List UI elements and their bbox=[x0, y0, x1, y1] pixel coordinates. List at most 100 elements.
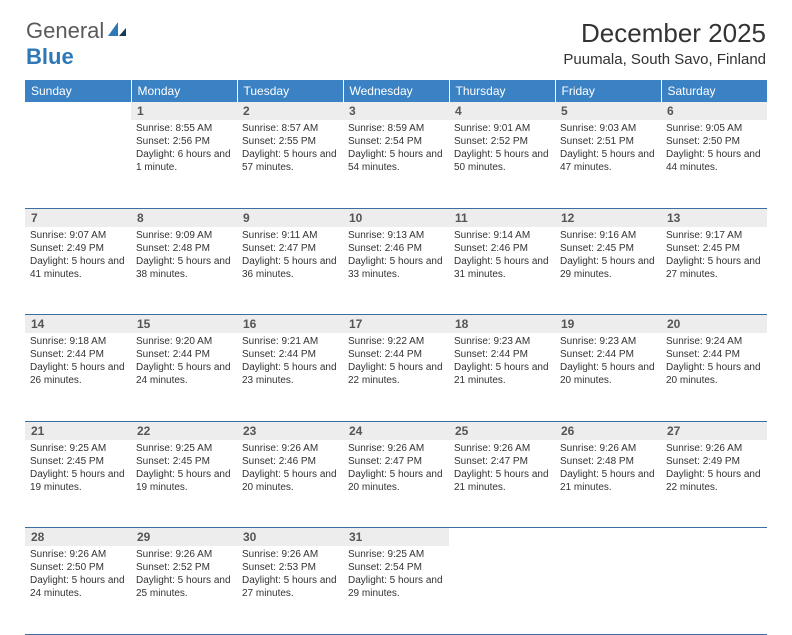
day-data-cell: Sunrise: 9:26 AMSunset: 2:49 PMDaylight:… bbox=[661, 440, 767, 528]
day-data-cell bbox=[661, 546, 767, 634]
daylight-line: Daylight: 5 hours and 31 minutes. bbox=[454, 255, 550, 281]
day-data-cell: Sunrise: 9:26 AMSunset: 2:48 PMDaylight:… bbox=[555, 440, 661, 528]
daylight-line: Daylight: 5 hours and 47 minutes. bbox=[560, 148, 656, 174]
day-data-row: Sunrise: 9:25 AMSunset: 2:45 PMDaylight:… bbox=[25, 440, 767, 528]
sunrise-line: Sunrise: 8:57 AM bbox=[242, 122, 338, 135]
day-number-cell: 20 bbox=[661, 315, 767, 334]
sunrise-line: Sunrise: 9:22 AM bbox=[348, 335, 444, 348]
day-number-cell: 10 bbox=[343, 208, 449, 227]
day-data-cell: Sunrise: 9:23 AMSunset: 2:44 PMDaylight:… bbox=[555, 333, 661, 421]
sunrise-line: Sunrise: 9:21 AM bbox=[242, 335, 338, 348]
sunrise-line: Sunrise: 9:16 AM bbox=[560, 229, 656, 242]
sunrise-line: Sunrise: 9:26 AM bbox=[30, 548, 126, 561]
sunrise-line: Sunrise: 9:01 AM bbox=[454, 122, 550, 135]
sunset-line: Sunset: 2:44 PM bbox=[560, 348, 656, 361]
sunrise-line: Sunrise: 9:25 AM bbox=[30, 442, 126, 455]
daylight-line: Daylight: 5 hours and 20 minutes. bbox=[560, 361, 656, 387]
day-data-cell: Sunrise: 8:55 AMSunset: 2:56 PMDaylight:… bbox=[131, 120, 237, 208]
daylight-line: Daylight: 5 hours and 19 minutes. bbox=[136, 468, 232, 494]
day-number-cell: 14 bbox=[25, 315, 131, 334]
day-number-cell: 11 bbox=[449, 208, 555, 227]
sunset-line: Sunset: 2:47 PM bbox=[454, 455, 550, 468]
day-data-row: Sunrise: 9:18 AMSunset: 2:44 PMDaylight:… bbox=[25, 333, 767, 421]
daylight-line: Daylight: 5 hours and 19 minutes. bbox=[30, 468, 126, 494]
daylight-line: Daylight: 5 hours and 33 minutes. bbox=[348, 255, 444, 281]
day-number-row: 21222324252627 bbox=[25, 421, 767, 440]
logo-text-general: General bbox=[26, 18, 104, 44]
daylight-line: Daylight: 5 hours and 23 minutes. bbox=[242, 361, 338, 387]
weekday-header: Sunday bbox=[25, 80, 131, 102]
day-number-row: 123456 bbox=[25, 102, 767, 120]
sunrise-line: Sunrise: 9:24 AM bbox=[666, 335, 762, 348]
day-number-cell: 28 bbox=[25, 528, 131, 547]
day-number-cell: 3 bbox=[343, 102, 449, 120]
daylight-line: Daylight: 5 hours and 29 minutes. bbox=[560, 255, 656, 281]
weekday-header: Friday bbox=[555, 80, 661, 102]
day-number-cell: 22 bbox=[131, 421, 237, 440]
day-number-cell: 13 bbox=[661, 208, 767, 227]
day-number-cell: 23 bbox=[237, 421, 343, 440]
day-data-cell: Sunrise: 9:13 AMSunset: 2:46 PMDaylight:… bbox=[343, 227, 449, 315]
daylight-line: Daylight: 5 hours and 26 minutes. bbox=[30, 361, 126, 387]
weekday-header-row: SundayMondayTuesdayWednesdayThursdayFrid… bbox=[25, 80, 767, 102]
day-number-cell: 1 bbox=[131, 102, 237, 120]
sunset-line: Sunset: 2:49 PM bbox=[666, 455, 762, 468]
day-data-cell: Sunrise: 9:26 AMSunset: 2:47 PMDaylight:… bbox=[343, 440, 449, 528]
sunset-line: Sunset: 2:47 PM bbox=[242, 242, 338, 255]
daylight-line: Daylight: 5 hours and 24 minutes. bbox=[30, 574, 126, 600]
sunset-line: Sunset: 2:45 PM bbox=[136, 455, 232, 468]
day-number-cell bbox=[449, 528, 555, 547]
day-number-cell: 29 bbox=[131, 528, 237, 547]
weekday-header: Thursday bbox=[449, 80, 555, 102]
logo-sail-icon bbox=[106, 18, 128, 44]
sunset-line: Sunset: 2:45 PM bbox=[666, 242, 762, 255]
sunrise-line: Sunrise: 9:26 AM bbox=[136, 548, 232, 561]
sunset-line: Sunset: 2:52 PM bbox=[136, 561, 232, 574]
sunrise-line: Sunrise: 9:26 AM bbox=[560, 442, 656, 455]
daylight-line: Daylight: 5 hours and 57 minutes. bbox=[242, 148, 338, 174]
sunrise-line: Sunrise: 9:23 AM bbox=[560, 335, 656, 348]
daylight-line: Daylight: 5 hours and 20 minutes. bbox=[242, 468, 338, 494]
sunset-line: Sunset: 2:44 PM bbox=[348, 348, 444, 361]
sunset-line: Sunset: 2:45 PM bbox=[30, 455, 126, 468]
day-data-cell: Sunrise: 9:23 AMSunset: 2:44 PMDaylight:… bbox=[449, 333, 555, 421]
sunset-line: Sunset: 2:54 PM bbox=[348, 135, 444, 148]
sunset-line: Sunset: 2:44 PM bbox=[242, 348, 338, 361]
sunrise-line: Sunrise: 9:13 AM bbox=[348, 229, 444, 242]
sunrise-line: Sunrise: 9:26 AM bbox=[454, 442, 550, 455]
day-number-cell: 16 bbox=[237, 315, 343, 334]
day-data-cell: Sunrise: 9:09 AMSunset: 2:48 PMDaylight:… bbox=[131, 227, 237, 315]
location: Puumala, South Savo, Finland bbox=[563, 51, 766, 68]
day-number-cell bbox=[25, 102, 131, 120]
day-number-cell: 5 bbox=[555, 102, 661, 120]
sunrise-line: Sunrise: 9:26 AM bbox=[242, 442, 338, 455]
day-data-cell: Sunrise: 9:26 AMSunset: 2:47 PMDaylight:… bbox=[449, 440, 555, 528]
sunrise-line: Sunrise: 9:05 AM bbox=[666, 122, 762, 135]
daylight-line: Daylight: 6 hours and 1 minute. bbox=[136, 148, 232, 174]
day-data-cell bbox=[25, 120, 131, 208]
day-number-cell: 18 bbox=[449, 315, 555, 334]
sunset-line: Sunset: 2:44 PM bbox=[136, 348, 232, 361]
day-number-cell bbox=[661, 528, 767, 547]
daylight-line: Daylight: 5 hours and 21 minutes. bbox=[560, 468, 656, 494]
sunrise-line: Sunrise: 9:25 AM bbox=[348, 548, 444, 561]
weekday-header: Tuesday bbox=[237, 80, 343, 102]
sunrise-line: Sunrise: 9:26 AM bbox=[666, 442, 762, 455]
day-number-cell: 30 bbox=[237, 528, 343, 547]
day-data-cell bbox=[555, 546, 661, 634]
day-data-cell: Sunrise: 9:26 AMSunset: 2:46 PMDaylight:… bbox=[237, 440, 343, 528]
day-number-cell: 4 bbox=[449, 102, 555, 120]
day-data-cell: Sunrise: 9:25 AMSunset: 2:45 PMDaylight:… bbox=[131, 440, 237, 528]
daylight-line: Daylight: 5 hours and 25 minutes. bbox=[136, 574, 232, 600]
sunset-line: Sunset: 2:52 PM bbox=[454, 135, 550, 148]
day-data-row: Sunrise: 9:26 AMSunset: 2:50 PMDaylight:… bbox=[25, 546, 767, 634]
day-data-cell: Sunrise: 9:21 AMSunset: 2:44 PMDaylight:… bbox=[237, 333, 343, 421]
day-number-cell: 15 bbox=[131, 315, 237, 334]
sunset-line: Sunset: 2:49 PM bbox=[30, 242, 126, 255]
day-number-cell: 6 bbox=[661, 102, 767, 120]
sunset-line: Sunset: 2:46 PM bbox=[348, 242, 444, 255]
day-data-cell: Sunrise: 9:26 AMSunset: 2:50 PMDaylight:… bbox=[25, 546, 131, 634]
daylight-line: Daylight: 5 hours and 21 minutes. bbox=[454, 468, 550, 494]
day-number-cell: 25 bbox=[449, 421, 555, 440]
daylight-line: Daylight: 5 hours and 24 minutes. bbox=[136, 361, 232, 387]
